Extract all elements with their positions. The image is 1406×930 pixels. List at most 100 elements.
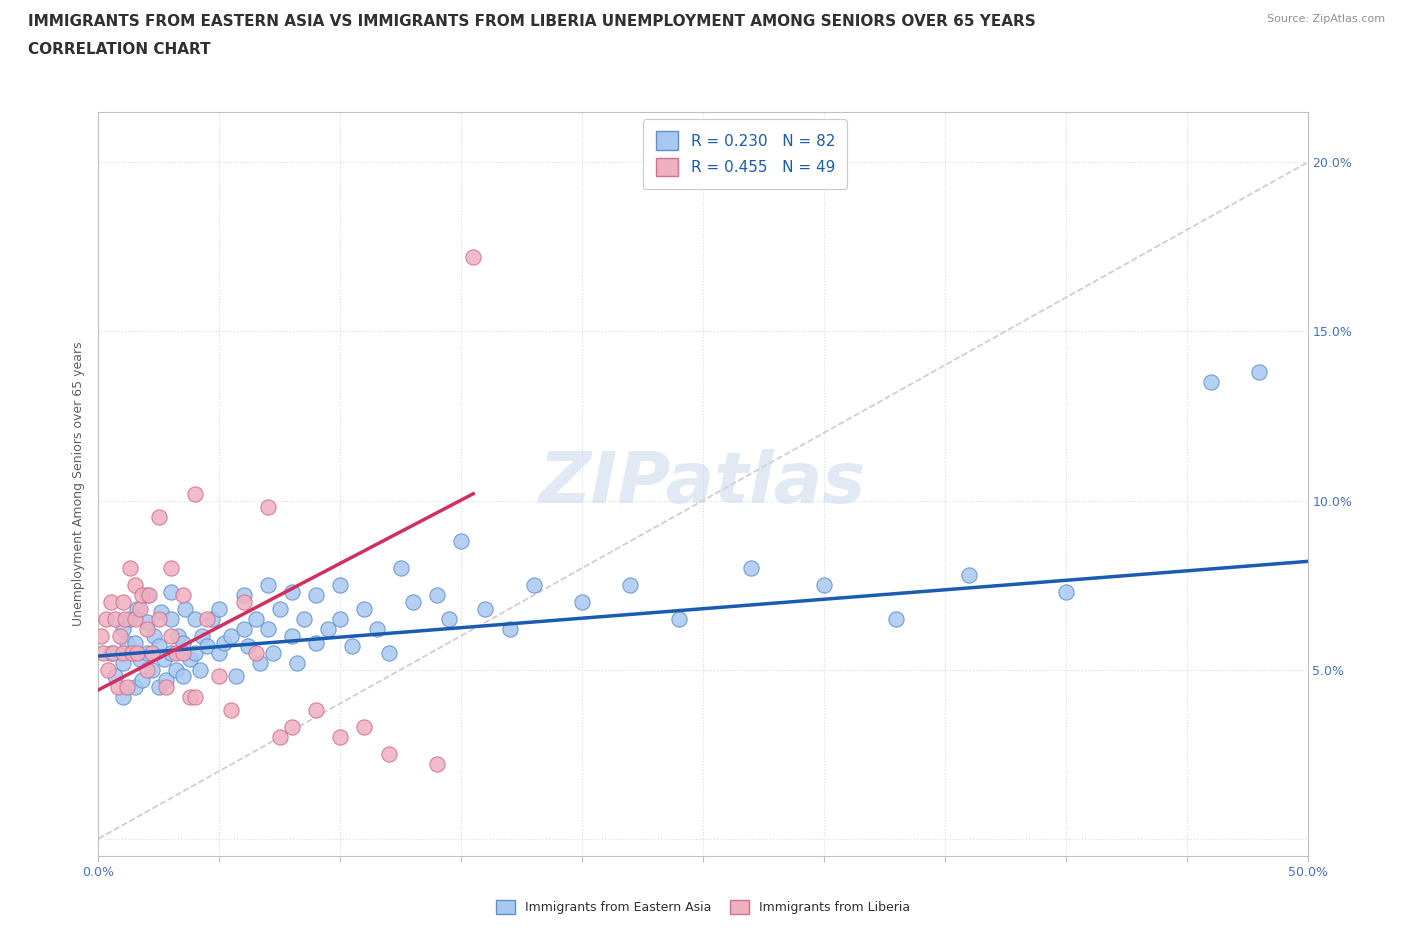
Point: [474, 602, 496, 617]
Point: [208, 645, 231, 660]
Point: [281, 629, 304, 644]
Point: [221, 629, 243, 644]
Point: [262, 645, 284, 660]
Point: [111, 689, 134, 704]
Point: [179, 652, 201, 667]
Point: [245, 645, 267, 660]
Legend: R = 0.230   N = 82, R = 0.455   N = 49: R = 0.230 N = 82, R = 0.455 N = 49: [644, 119, 848, 189]
Point: [160, 629, 183, 644]
Point: [117, 679, 139, 694]
Point: [305, 635, 328, 650]
Point: [160, 584, 183, 599]
Point: [141, 662, 163, 677]
Point: [148, 611, 170, 626]
Point: [135, 645, 157, 660]
Point: [148, 510, 170, 525]
Point: [165, 662, 187, 677]
Point: [377, 645, 399, 660]
Legend: Immigrants from Eastern Asia, Immigrants from Liberia: Immigrants from Eastern Asia, Immigrants…: [491, 895, 915, 919]
Point: [150, 604, 173, 619]
Point: [342, 639, 364, 654]
Point: [292, 611, 315, 626]
Point: [184, 486, 207, 501]
Point: [305, 703, 328, 718]
Point: [402, 594, 425, 609]
Point: [1054, 584, 1077, 599]
Point: [108, 629, 131, 644]
Point: [619, 578, 641, 592]
Point: [285, 656, 308, 671]
Point: [124, 635, 146, 650]
Point: [118, 561, 141, 576]
Point: [188, 662, 211, 677]
Point: [167, 629, 190, 644]
Point: [184, 645, 207, 660]
Point: [117, 635, 139, 650]
Point: [329, 611, 352, 626]
Point: [160, 611, 183, 626]
Point: [329, 730, 352, 745]
Point: [305, 588, 328, 603]
Point: [131, 588, 153, 603]
Point: [353, 720, 375, 735]
Point: [101, 645, 124, 660]
Point: [111, 594, 134, 609]
Point: [225, 669, 247, 684]
Point: [245, 611, 267, 626]
Point: [232, 594, 254, 609]
Point: [389, 561, 412, 576]
Point: [668, 611, 690, 626]
Point: [184, 689, 207, 704]
Point: [111, 645, 134, 660]
Point: [127, 602, 149, 617]
Point: [256, 578, 278, 592]
Point: [1249, 365, 1271, 379]
Point: [886, 611, 908, 626]
Point: [128, 602, 150, 617]
Point: [141, 645, 163, 660]
Point: [97, 662, 120, 677]
Point: [165, 645, 187, 660]
Point: [179, 689, 201, 704]
Point: [184, 611, 207, 626]
Point: [118, 611, 141, 626]
Point: [160, 561, 183, 576]
Point: [143, 629, 166, 644]
Point: [426, 757, 449, 772]
Point: [172, 669, 194, 684]
Point: [1199, 375, 1222, 390]
Point: [316, 621, 339, 636]
Point: [172, 645, 194, 660]
Point: [191, 629, 214, 644]
Point: [172, 635, 194, 650]
Point: [212, 635, 235, 650]
Point: [124, 578, 146, 592]
Point: [957, 567, 980, 582]
Point: [281, 720, 304, 735]
Point: [269, 730, 291, 745]
Point: [91, 645, 114, 660]
Point: [437, 611, 460, 626]
Text: IMMIGRANTS FROM EASTERN ASIA VS IMMIGRANTS FROM LIBERIA UNEMPLOYMENT AMONG SENIO: IMMIGRANTS FROM EASTERN ASIA VS IMMIGRAN…: [28, 14, 1036, 29]
Point: [450, 534, 472, 549]
Point: [148, 639, 170, 654]
Point: [366, 621, 388, 636]
Point: [208, 602, 231, 617]
Text: Source: ZipAtlas.com: Source: ZipAtlas.com: [1267, 14, 1385, 24]
Point: [813, 578, 835, 592]
Point: [135, 588, 157, 603]
Point: [131, 672, 153, 687]
Point: [121, 645, 143, 660]
Point: [269, 602, 291, 617]
Point: [195, 639, 218, 654]
Point: [256, 621, 278, 636]
Point: [571, 594, 593, 609]
Point: [160, 645, 183, 660]
Point: [135, 621, 157, 636]
Point: [135, 662, 157, 677]
Point: [100, 594, 122, 609]
Point: [107, 679, 129, 694]
Point: [128, 652, 150, 667]
Point: [463, 249, 485, 264]
Point: [135, 615, 157, 630]
